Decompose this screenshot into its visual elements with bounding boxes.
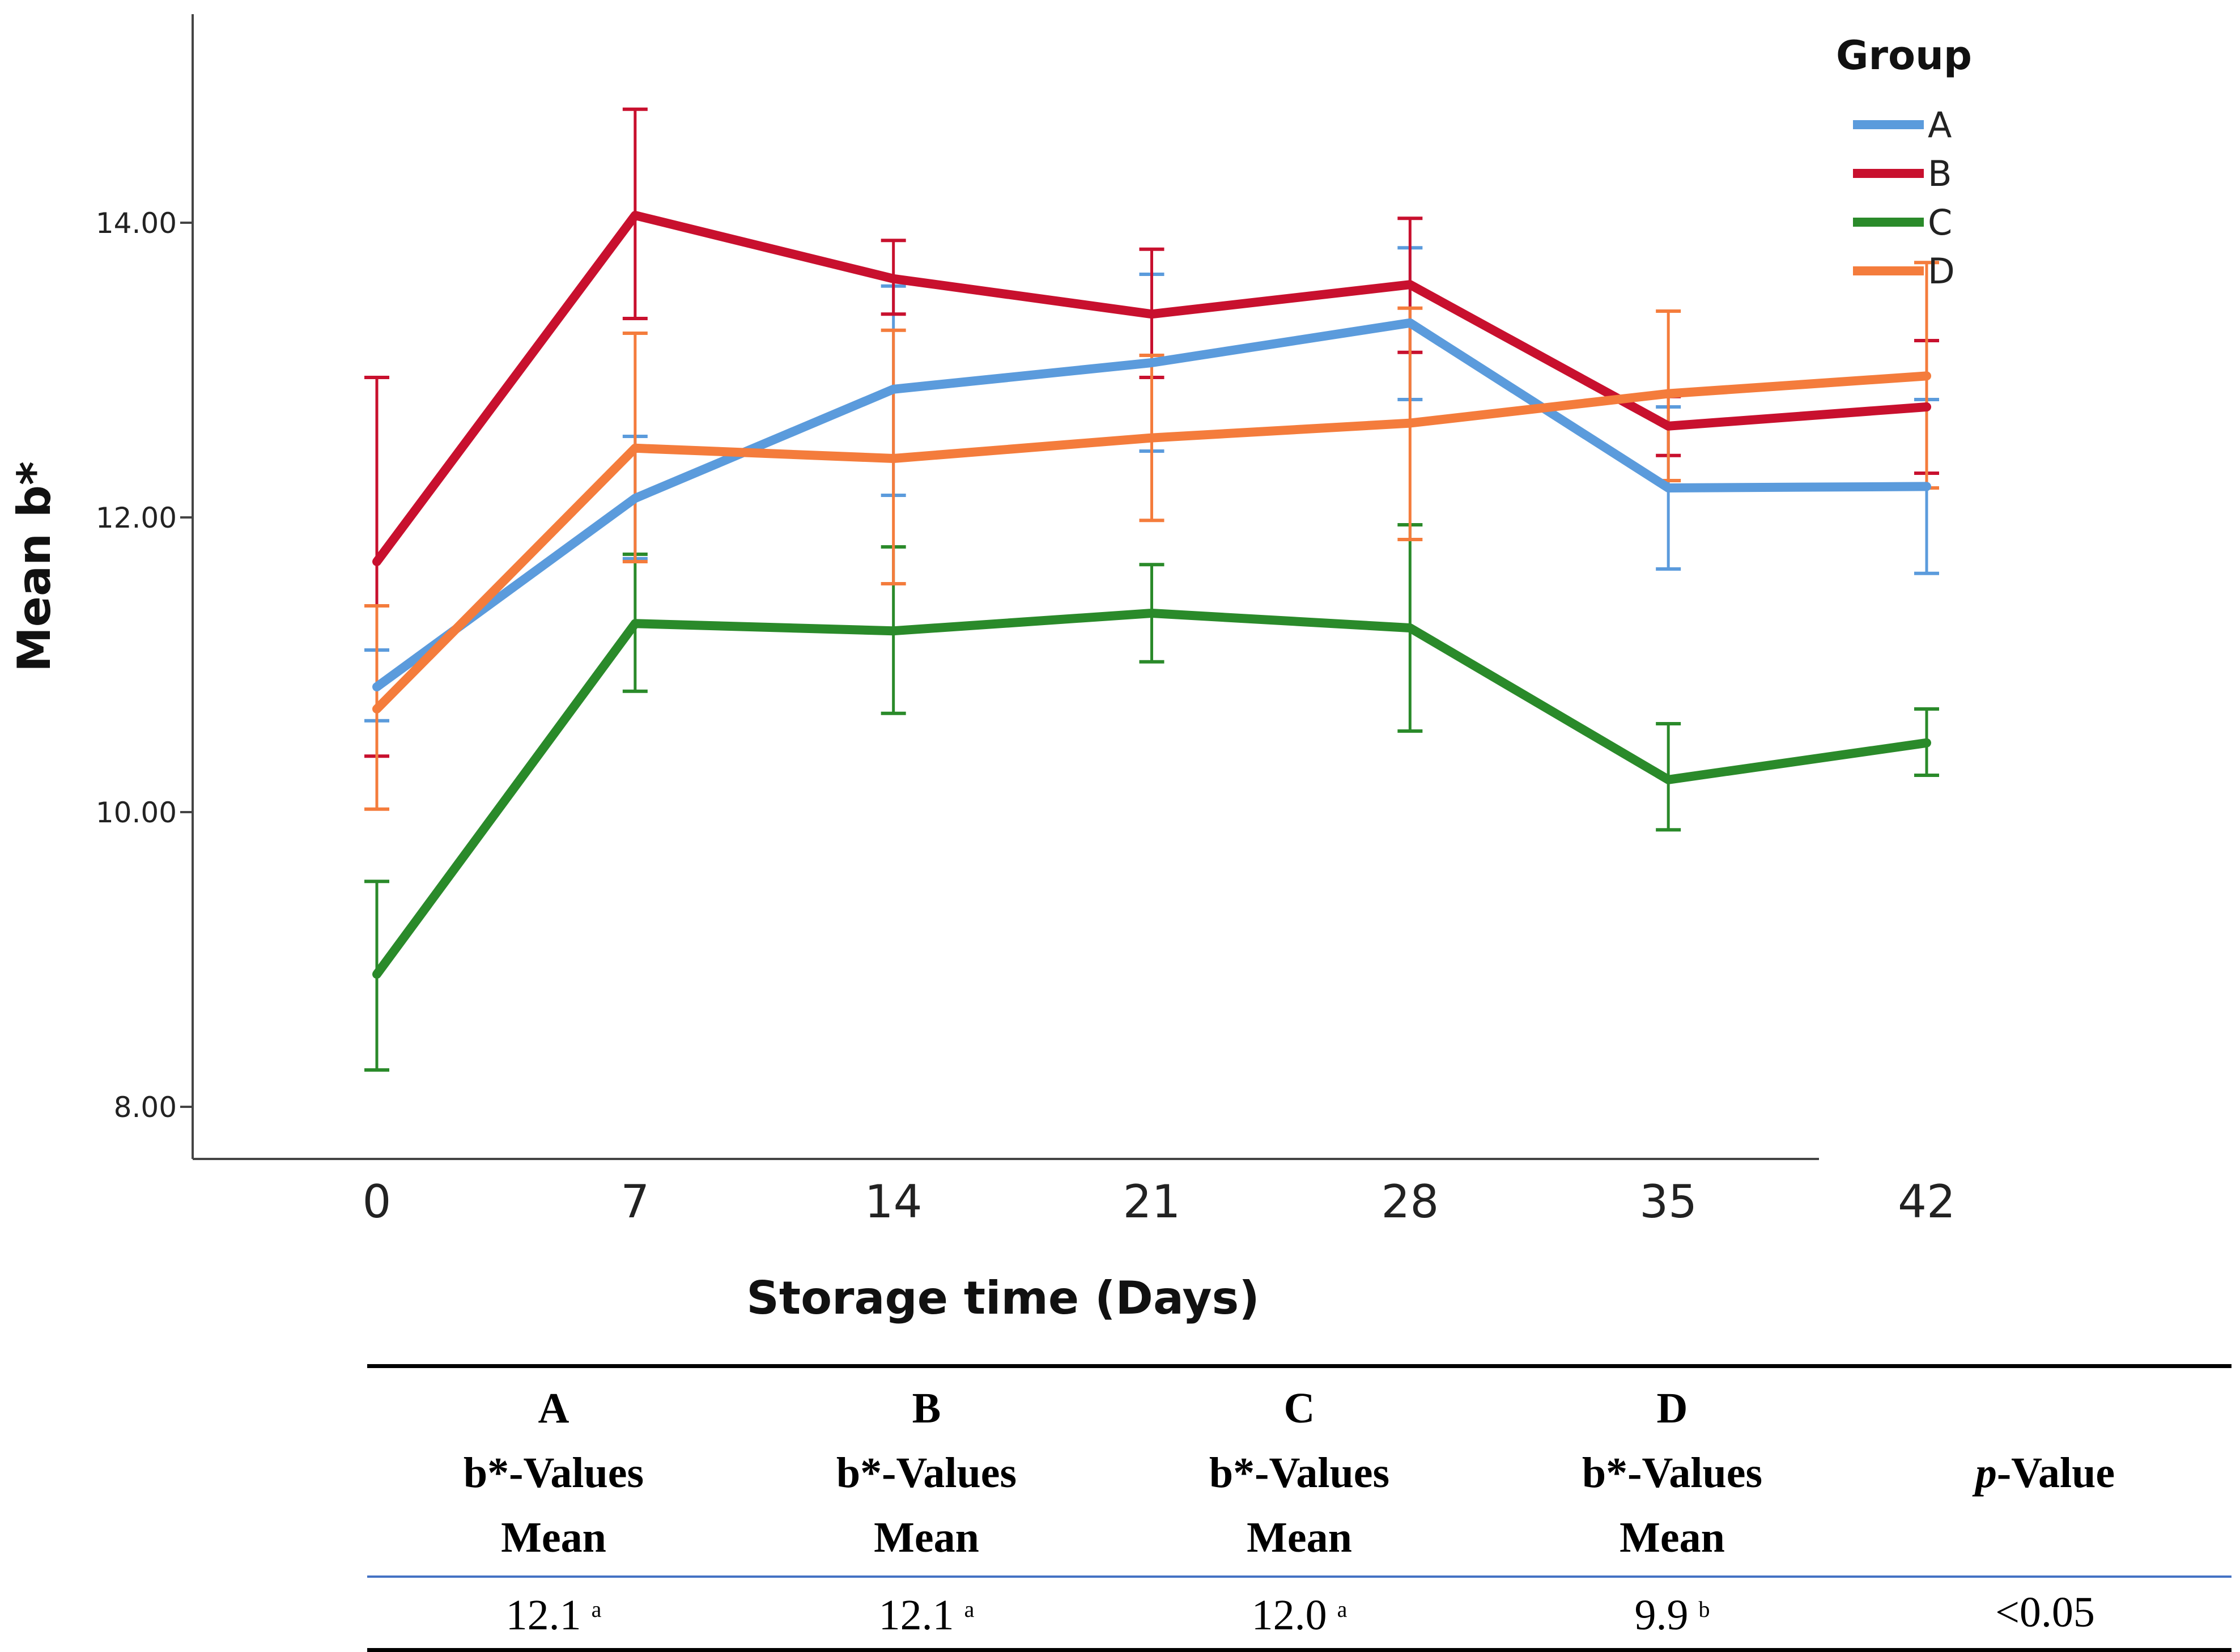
series-d-line <box>372 371 1931 714</box>
series-c-line <box>372 609 1931 979</box>
series-a-line <box>372 318 1931 691</box>
y-axis-title: Mean b* <box>8 461 61 672</box>
chart-svg: 8.00 10.00 12.00 14.00 0 7 14 21 28 35 42 Storage t… <box>8 14 1972 1324</box>
x-tick-label: 28 <box>1381 1175 1439 1228</box>
y-tick-label: 14.00 <box>96 207 177 240</box>
summary-table-grid: A b*-Values Mean B b*-Values Mean C b*-V… <box>367 1364 2232 1652</box>
x-tick-label: 7 <box>620 1175 649 1228</box>
summary-value-pvalue: <0.05 <box>1995 1589 2095 1636</box>
x-axis-title: Storage time (Days) <box>746 1272 1260 1324</box>
summary-value-c: 12.0 a <box>1251 1591 1348 1639</box>
sig-letter: a <box>591 1596 602 1622</box>
x-tick-label: 0 <box>363 1175 392 1228</box>
summary-header-pvalue: p-Value <box>1859 1366 2232 1577</box>
x-tick-label: 42 <box>1898 1175 1956 1228</box>
legend-label-c: C <box>1928 202 1952 243</box>
pvalue-header-rest: -Value <box>1996 1449 2115 1497</box>
y-tick-label: 12.00 <box>96 502 177 534</box>
summary-header-c: C b*-Values Mean <box>1209 1385 1390 1561</box>
summary-header-d: D b*-Values Mean <box>1582 1385 1763 1561</box>
x-tick-label: 21 <box>1123 1175 1181 1228</box>
x-tick-label: 14 <box>865 1175 923 1228</box>
legend-label-d: D <box>1928 250 1955 292</box>
summary-value-b: 12.1 a <box>878 1591 975 1639</box>
sig-letter: a <box>1337 1596 1348 1622</box>
summary-table: A b*-Values Mean B b*-Values Mean C b*-V… <box>367 1364 2232 1652</box>
summary-value-a: 12.1 a <box>505 1591 602 1639</box>
summary-header-a: A b*-Values Mean <box>463 1385 644 1561</box>
chart-axes: 8.00 10.00 12.00 14.00 0 7 14 21 28 35 42 Storage t… <box>8 14 1956 1324</box>
legend-label-a: A <box>1928 104 1952 146</box>
summary-header-row: A b*-Values Mean B b*-Values Mean C b*-V… <box>367 1366 2232 1577</box>
legend-label-b: B <box>1928 153 1952 194</box>
chart-series-layer <box>364 107 1939 1072</box>
x-tick-label: 35 <box>1639 1175 1697 1228</box>
legend-title: Group <box>1836 32 1972 79</box>
y-tick-label: 8.00 <box>114 1091 177 1124</box>
sig-letter: a <box>964 1596 975 1622</box>
summary-value-d: 9.9 b <box>1634 1591 1710 1639</box>
summary-value-row: 12.1 a 12.1 a 12.0 a 9.9 b <0.05 <box>367 1577 2232 1650</box>
sig-letter: b <box>1698 1596 1710 1622</box>
summary-header-b: B b*-Values Mean <box>836 1385 1017 1561</box>
series-c-errorbars <box>364 523 1939 1072</box>
series-b-line <box>372 211 1931 566</box>
pvalue-header-italic: p <box>1975 1449 1997 1497</box>
y-tick-label: 10.00 <box>96 796 177 829</box>
